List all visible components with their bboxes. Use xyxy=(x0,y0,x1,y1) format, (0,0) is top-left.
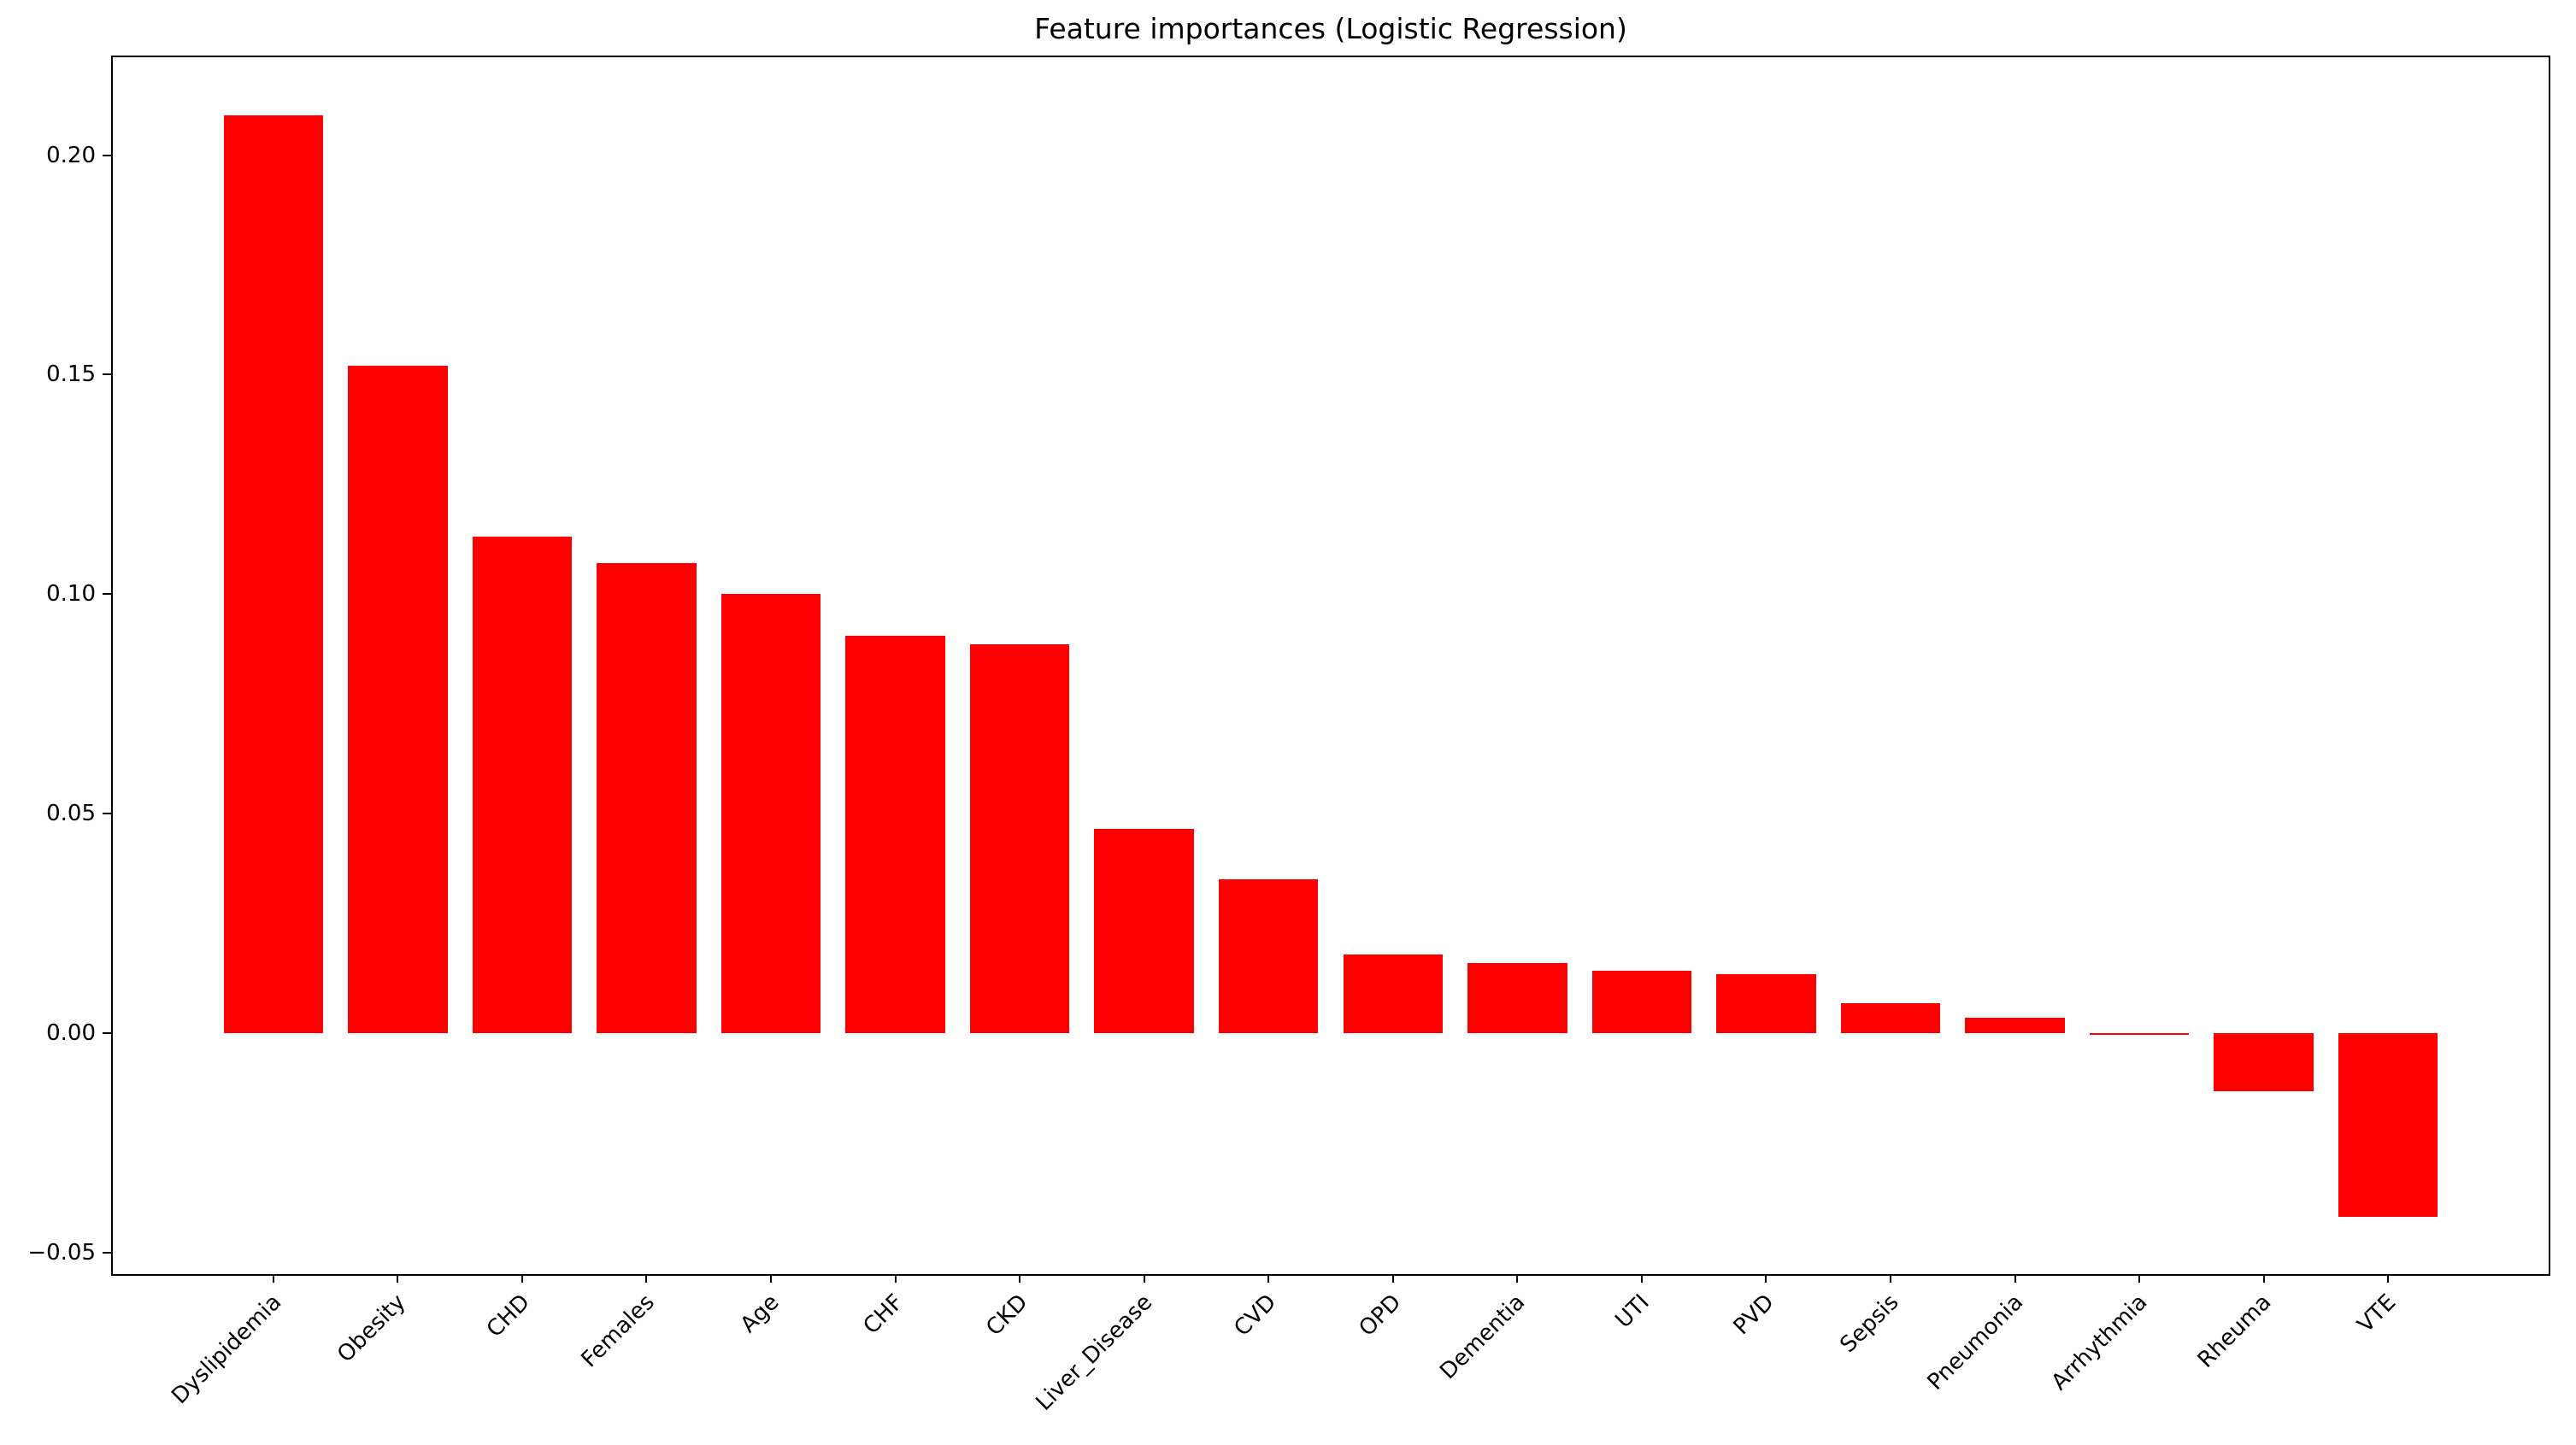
x-tick xyxy=(2387,1274,2390,1283)
x-tick-label-text: Pneumonia xyxy=(1921,1289,2028,1395)
bar-pvd xyxy=(1716,974,1816,1033)
y-tick-label: 0.00 xyxy=(46,1019,96,1046)
x-tick-label-text: Age xyxy=(735,1289,785,1338)
bar-chd xyxy=(472,537,573,1033)
x-tick-label-text: CHF xyxy=(858,1289,909,1340)
y-tick-label: 0.15 xyxy=(46,361,96,388)
x-tick xyxy=(1143,1274,1145,1283)
x-tick-label-text: Dementia xyxy=(1435,1289,1531,1385)
bar-chf xyxy=(845,636,945,1033)
y-tick-label: 0.05 xyxy=(46,801,96,827)
x-tick xyxy=(520,1274,523,1283)
x-tick-label-text: CVD xyxy=(1229,1289,1282,1342)
x-tick-label-text: Obesity xyxy=(332,1289,411,1368)
x-tick-label-text: UTI xyxy=(1610,1289,1656,1334)
y-tick xyxy=(103,593,111,596)
x-tick-label-text: CHD xyxy=(482,1289,536,1343)
bar-females xyxy=(597,563,697,1033)
x-tick xyxy=(1765,1274,1767,1283)
x-tick xyxy=(1890,1274,1891,1283)
x-tick-label-text: Dyslipidemia xyxy=(166,1289,286,1410)
x-tick xyxy=(1019,1274,1021,1283)
x-tick-label-text: Liver_Disease xyxy=(1031,1289,1157,1416)
bar-rheuma xyxy=(2214,1032,2314,1092)
x-tick xyxy=(1516,1274,1519,1283)
y-tick xyxy=(103,1251,111,1254)
plot-area xyxy=(111,56,2550,1276)
bar-ckd xyxy=(969,644,1070,1033)
bar-dyslipidemia xyxy=(223,115,323,1033)
bar-liver_disease xyxy=(1094,829,1194,1033)
x-tick xyxy=(2014,1274,2016,1283)
x-tick-label-text: OPD xyxy=(1354,1289,1406,1342)
y-tick-label: 0.10 xyxy=(46,581,96,608)
bar-opd xyxy=(1343,954,1443,1033)
y-tick-label: −0.05 xyxy=(27,1239,96,1266)
x-tick-label-text: Arrhythmia xyxy=(2046,1289,2153,1395)
bar-age xyxy=(720,594,821,1033)
x-tick xyxy=(2138,1274,2141,1283)
x-tick-label-text: Rheuma xyxy=(2193,1289,2277,1373)
x-tick-label-text: Sepsis xyxy=(1835,1289,1904,1359)
bar-obesity xyxy=(348,366,448,1033)
x-tick xyxy=(645,1274,648,1283)
x-tick xyxy=(769,1274,772,1283)
chart-title: Feature importances (Logistic Regression… xyxy=(1034,12,1627,45)
bar-vte xyxy=(2338,1032,2438,1217)
y-tick xyxy=(103,1031,111,1034)
x-tick xyxy=(397,1274,399,1283)
bar-pneumonia xyxy=(1965,1017,2065,1033)
x-tick-label-text: PVD xyxy=(1728,1289,1779,1341)
x-tick xyxy=(894,1274,897,1283)
x-tick xyxy=(1640,1274,1643,1283)
x-tick xyxy=(1391,1274,1394,1283)
bar-arrhythmia xyxy=(2089,1032,2190,1036)
bar-uti xyxy=(1591,971,1692,1033)
bar-dementia xyxy=(1467,962,1567,1033)
bar-sepsis xyxy=(1840,1003,1941,1033)
y-tick-label: 0.20 xyxy=(46,142,96,168)
x-tick-label-text: VTE xyxy=(2352,1289,2402,1338)
x-tick-label-text: Females xyxy=(576,1289,660,1373)
y-tick xyxy=(103,154,111,156)
x-tick xyxy=(272,1274,274,1283)
y-tick xyxy=(103,373,111,376)
x-tick xyxy=(1267,1274,1270,1283)
bar-cvd xyxy=(1218,879,1319,1033)
x-tick xyxy=(2262,1274,2265,1283)
x-tick-label-text: CKD xyxy=(981,1289,1033,1342)
y-tick xyxy=(103,813,111,815)
